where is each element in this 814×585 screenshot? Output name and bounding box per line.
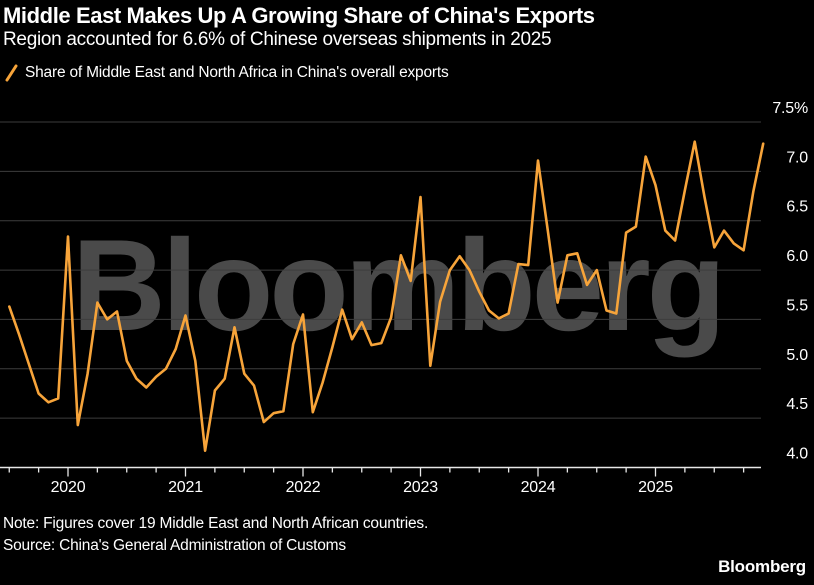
y-axis-label: 6.0 [786, 248, 808, 265]
y-axis-label: 7.0 [786, 149, 808, 166]
x-axis-label: 2024 [521, 479, 556, 496]
x-axis-label: 2023 [403, 479, 438, 496]
y-axis-label: 5.0 [786, 347, 808, 364]
chart-note: Note: Figures cover 19 Middle East and N… [3, 515, 429, 532]
chart-source: Source: China's General Administration o… [3, 537, 346, 554]
legend-line-marker-icon [5, 64, 18, 82]
series-line [8, 140, 765, 453]
legend: Share of Middle East and North Africa in… [5, 64, 449, 82]
chart-subtitle: Region accounted for 6.6% of Chinese ove… [3, 29, 552, 50]
x-axis-label: 2020 [51, 479, 86, 496]
x-axis-label: 2025 [638, 479, 673, 496]
x-axis-label: 2021 [168, 479, 203, 496]
legend-label: Share of Middle East and North Africa in… [25, 64, 449, 81]
x-axis-label: 2022 [286, 479, 321, 496]
y-axis-label: 4.5 [786, 396, 808, 413]
bloomberg-logo: Bloomberg [718, 557, 806, 576]
y-axis-label: 5.5 [786, 297, 808, 314]
y-axis-label: 6.5 [786, 199, 808, 216]
chart-title: Middle East Makes Up A Growing Share of … [3, 3, 595, 28]
y-axis-label: 7.5% [772, 100, 808, 117]
y-axis-label: 4.0 [786, 446, 808, 463]
